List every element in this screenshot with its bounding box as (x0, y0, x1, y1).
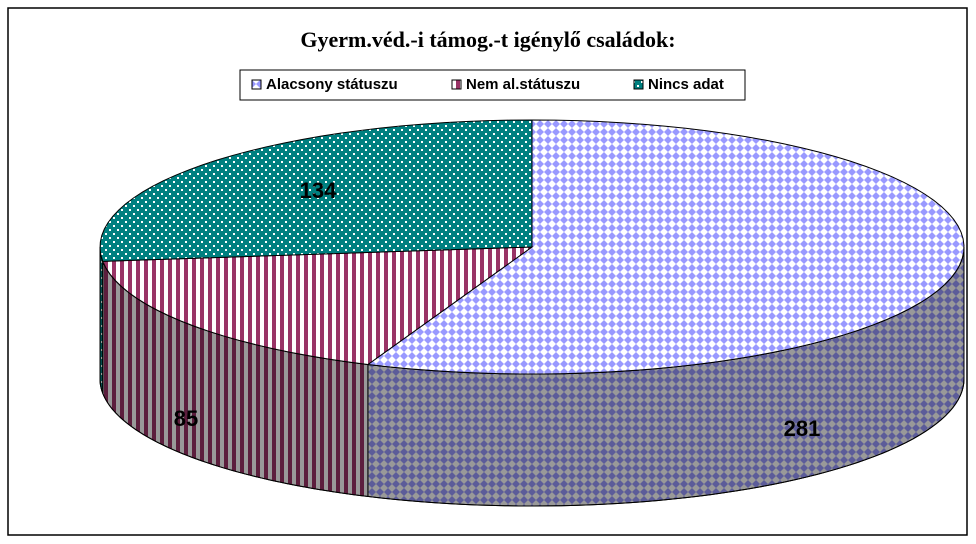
legend-swatch (633, 79, 644, 90)
legend-label: Alacsony státuszu (266, 76, 398, 93)
chart-title: Gyerm.véd.-i támog.-t igénylő családok: (300, 27, 675, 52)
slice (99, 119, 533, 262)
legend-swatch (451, 79, 462, 90)
slice-side-shade (99, 246, 104, 394)
data-label: 85 (174, 406, 198, 431)
pie: 281 85 134 (99, 119, 965, 507)
legend-label: Nincs adat (648, 76, 724, 93)
legend: Alacsony státuszu Nem al.státuszu Nincs ad… (251, 76, 724, 93)
data-label: 281 (784, 416, 821, 441)
slice (366, 119, 965, 375)
data-label: 134 (300, 178, 337, 203)
legend-label: Nem al.státuszu (466, 76, 580, 93)
slice (101, 246, 534, 366)
legend-swatch (251, 79, 262, 90)
legend-box (239, 69, 746, 101)
